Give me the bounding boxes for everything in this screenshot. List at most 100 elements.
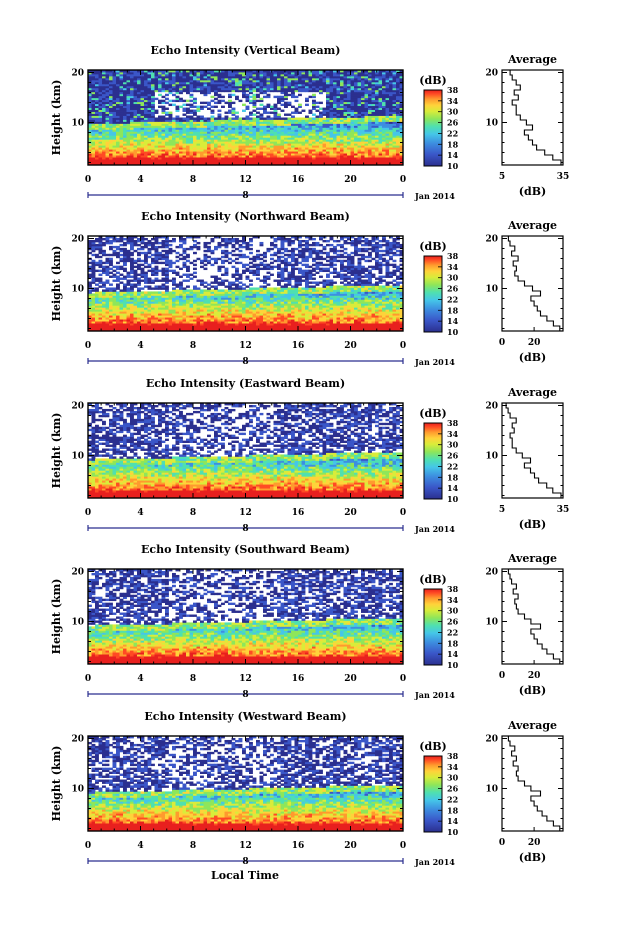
heatmap-cell <box>347 155 351 158</box>
heatmap-cell <box>147 113 152 116</box>
heatmap-cell <box>340 153 344 156</box>
heatmap-cell <box>259 115 264 118</box>
heatmap-cell <box>88 139 92 142</box>
heatmap-cell <box>133 107 138 110</box>
heatmap-cell <box>126 163 131 166</box>
heatmap-cell <box>88 119 92 122</box>
heatmap-cell <box>161 127 166 130</box>
heatmap-cell <box>294 157 299 160</box>
heatmap-cell <box>109 133 113 136</box>
heatmap-cell <box>308 123 313 126</box>
x-tick-label: 0 <box>85 175 91 185</box>
heatmap-cell <box>137 153 141 156</box>
heatmap-cell <box>119 149 124 152</box>
heatmap-cell <box>375 151 379 154</box>
heatmap-cell <box>245 137 250 140</box>
heatmap-cell <box>221 119 225 122</box>
heatmap-cell <box>312 93 316 97</box>
heatmap-cell <box>126 113 131 116</box>
heatmap-cell <box>389 143 393 146</box>
heatmap-cell <box>333 119 337 122</box>
heatmap-cell <box>137 149 141 152</box>
heatmap-cell <box>161 111 166 114</box>
heatmap-cell <box>228 139 232 142</box>
heatmap-cell <box>333 109 337 112</box>
heatmap-cell <box>329 137 334 140</box>
heatmap-cell <box>140 115 145 118</box>
heatmap <box>88 236 404 332</box>
heatmap-cell <box>263 139 267 142</box>
heatmap-cell <box>305 103 309 107</box>
heatmap-cell <box>277 107 281 110</box>
heatmap-cell <box>137 105 141 109</box>
heatmap-cell <box>175 95 180 99</box>
heatmap-cell <box>336 119 341 122</box>
heatmap-cell <box>130 127 134 130</box>
heatmap-cell <box>102 105 106 109</box>
heatmap-cell <box>277 121 281 124</box>
heatmap-cell <box>214 101 218 105</box>
heatmap-cell <box>266 149 271 152</box>
heatmap-cell <box>147 145 152 148</box>
heatmap-cell <box>305 115 309 118</box>
heatmap-cell <box>322 121 327 124</box>
heatmap-cell <box>329 141 334 144</box>
heatmap-cell <box>123 147 127 150</box>
heatmap-cell <box>119 153 124 156</box>
heatmap-cell <box>235 95 239 99</box>
heatmap-cell <box>399 147 404 150</box>
heatmap-cell <box>259 163 264 166</box>
heatmap-cell <box>385 147 390 150</box>
heatmap-cell <box>242 141 246 144</box>
heatmap-cell <box>389 157 393 160</box>
heatmap-cell <box>172 149 176 152</box>
heatmap-cell <box>91 107 96 110</box>
heatmap-cell <box>322 109 327 112</box>
heatmap-cell <box>214 135 218 138</box>
heatmap-cell <box>98 117 103 120</box>
heatmap-cell <box>340 145 344 148</box>
heatmap-cell <box>130 113 134 116</box>
heatmap-cell <box>256 155 260 158</box>
heatmap-cell <box>347 121 351 124</box>
heatmap-cell <box>130 109 134 112</box>
heatmap-cell <box>368 139 372 142</box>
heatmap-cell <box>368 143 372 146</box>
heatmap-cell <box>375 113 379 116</box>
heatmap-cell <box>266 103 271 107</box>
heatmap-cell <box>284 135 288 138</box>
heatmap-cell <box>364 117 369 120</box>
heatmap-cell <box>168 115 173 118</box>
heatmap-cell <box>375 133 379 136</box>
heatmap-cell <box>305 145 309 148</box>
heatmap-cell <box>172 127 176 130</box>
heatmap-cell <box>154 141 159 144</box>
heatmap-cell <box>144 145 148 148</box>
heatmap-cell <box>126 131 131 134</box>
heatmap-cell <box>165 123 169 126</box>
heatmap-cell <box>105 131 110 134</box>
heatmap-cell <box>133 145 138 148</box>
heatmap-cell <box>112 139 117 142</box>
heatmap-cell <box>158 115 162 118</box>
heatmap-cell <box>308 157 313 160</box>
heatmap-cell <box>350 157 355 160</box>
heatmap-cell <box>235 145 239 148</box>
heatmap-cell <box>210 127 215 130</box>
heatmap-cell <box>245 125 250 128</box>
heatmap-cell <box>305 97 309 101</box>
heatmap-cell <box>186 117 190 120</box>
heatmap-cell <box>238 147 243 150</box>
heatmap-cell <box>333 161 337 164</box>
heatmap-cell <box>91 163 96 166</box>
heatmap-cell <box>326 137 330 140</box>
heatmap-cell <box>214 153 218 156</box>
heatmap-cell <box>221 163 225 166</box>
heatmap-cell <box>151 161 155 164</box>
heatmap-cell <box>140 143 145 146</box>
heatmap-cell <box>301 133 306 136</box>
heatmap-cell <box>144 163 148 166</box>
heatmap-cell <box>119 155 124 158</box>
heatmap-cell <box>172 117 176 120</box>
heatmap-cell <box>371 113 376 116</box>
